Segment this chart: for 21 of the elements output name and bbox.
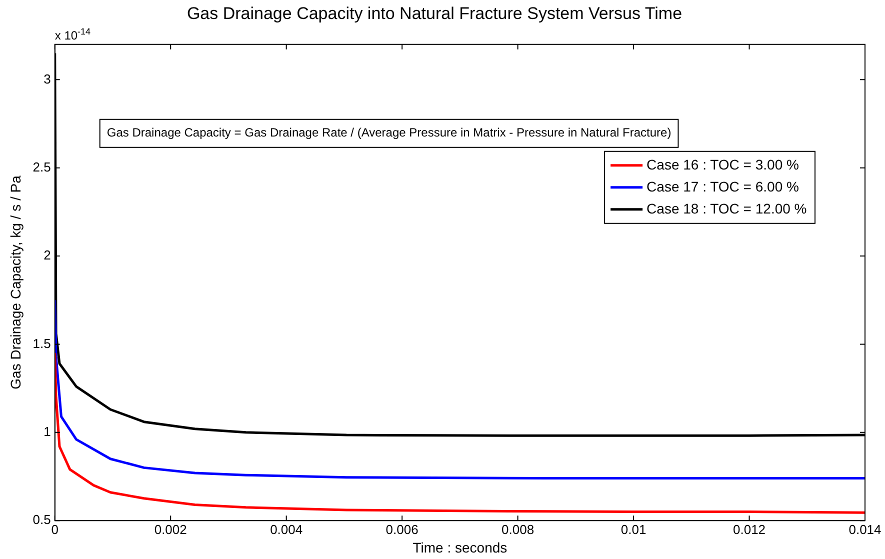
x-tick-label: 0.008: [502, 522, 534, 537]
legend-label: Case 16 : TOC = 3.00 %: [646, 156, 799, 172]
x-tick-label: 0.01: [620, 522, 646, 537]
annotation: Gas Drainage Capacity = Gas Drainage Rate / (Average Pressure in Matrix - Pressure in Natural Fracture): [106, 126, 672, 140]
chart-title: Gas Drainage Capacity into Natural Fracture System Versus Time: [186, 4, 682, 23]
x-tick-label: 0.012: [732, 522, 766, 537]
y-tick-label: 3: [44, 71, 51, 86]
y-tick-label: 2.5: [32, 159, 51, 174]
x-tick-label: 0.006: [386, 522, 418, 537]
y-tick-label: 0.5: [32, 512, 51, 528]
legend-label: Case 17 : TOC = 6.00 %: [646, 178, 799, 194]
y-tick-label: 1: [44, 424, 51, 439]
y-axis-title: Gas Drainage Capacity, kg / s / Pa: [7, 175, 24, 390]
x-tick-label: 0.004: [270, 522, 303, 537]
legend-label: Case 18 : TOC = 12.00 %: [646, 200, 807, 216]
x-axis-title: Time : seconds: [412, 539, 508, 556]
x-tick-label: 0.002: [154, 522, 187, 537]
y-tick-label: 1.5: [32, 336, 51, 351]
x-tick-label: 0: [51, 522, 58, 537]
y-tick-label: 2: [44, 248, 51, 263]
x-tick-label: 0.014: [848, 522, 882, 537]
